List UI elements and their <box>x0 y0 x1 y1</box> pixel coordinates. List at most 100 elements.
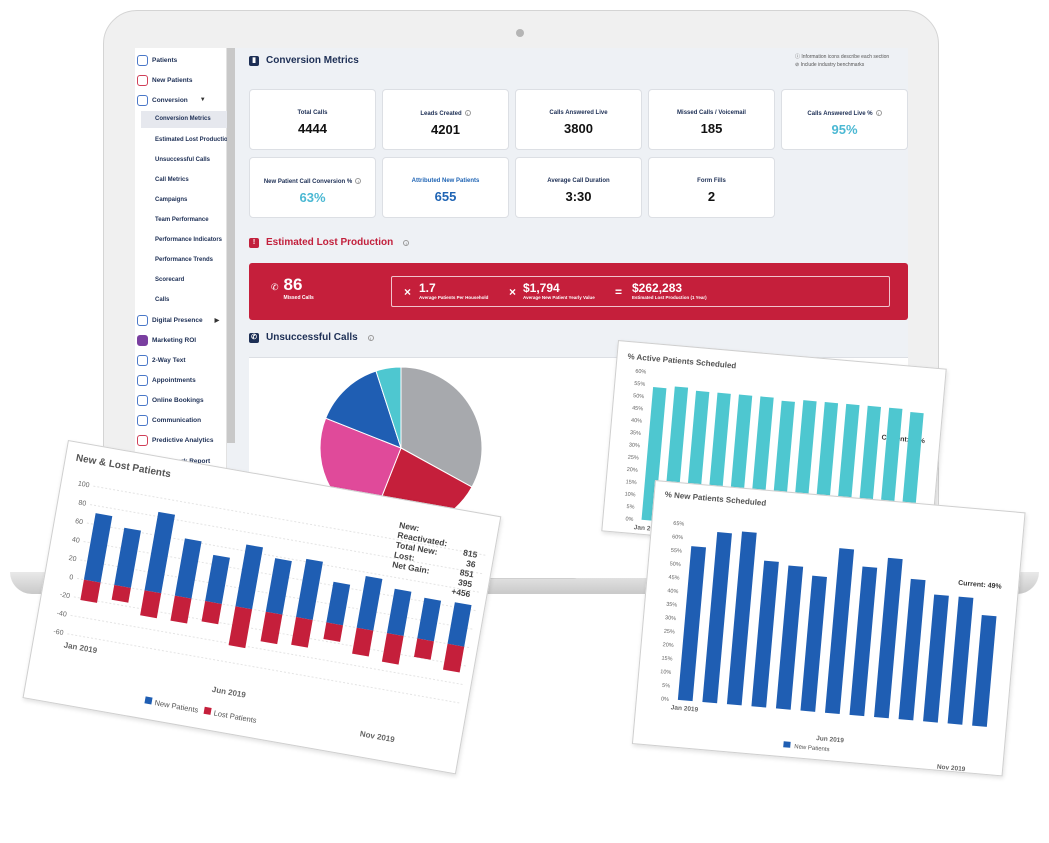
sidebar-item-online-bookings[interactable]: Online Bookings <box>137 391 227 409</box>
info-icon[interactable]: i <box>875 110 882 116</box>
total-lost-block: $262,283 Estimated Lost Production (1 Ye… <box>632 281 707 300</box>
bar-0-7 <box>296 558 323 620</box>
subnav-campaigns[interactable]: Campaigns <box>155 197 188 203</box>
subnav-estimated-lost-production[interactable]: Estimated Lost Production <box>155 137 232 143</box>
bar-0-12 <box>447 602 472 647</box>
sidebar-item-predictive-analytics[interactable]: Predictive Analytics <box>137 431 227 449</box>
sidebar-item-digital-presence[interactable]: Digital Presence ▶ <box>137 311 227 329</box>
bar-0-7 <box>849 566 878 717</box>
section-title: Unsuccessful Calls <box>266 332 358 343</box>
megaphone-icon <box>137 414 148 426</box>
bar-0-4 <box>205 554 230 604</box>
bar-0-0 <box>641 387 667 521</box>
bar-1-0 <box>80 579 101 603</box>
metric-label: Average Call Duration <box>547 178 610 184</box>
bar-0-5 <box>800 575 827 712</box>
subnav-calls[interactable]: Calls <box>155 297 170 303</box>
info-icon[interactable]: i <box>464 110 471 116</box>
sidebar-item-appointments[interactable]: Appointments <box>137 371 227 389</box>
new-patients-scheduled-chart-card: % New Patients Scheduled Current: 49% 65… <box>631 480 1026 777</box>
metric-card-average-call-duration[interactable]: Average Call Duration 3:30 <box>515 157 642 218</box>
subnav-performance-indicators[interactable]: Performance Indicators <box>155 237 223 243</box>
sidebar-item-marketing-roi[interactable]: Marketing ROI <box>137 331 227 349</box>
y-tick-label: 55% <box>634 381 646 388</box>
bar-0-10 <box>386 588 412 637</box>
sidebar-scrollbar[interactable] <box>227 48 235 443</box>
note-benchmark: ⊘ Include industry benchmarks <box>795 62 865 68</box>
metric-value: 3800 <box>564 121 593 136</box>
info-icon[interactable]: i <box>403 239 410 246</box>
metric-value: 2 <box>707 189 716 204</box>
cursor-icon <box>137 314 148 326</box>
bar-0-8 <box>326 581 351 626</box>
camera-dot <box>516 29 524 37</box>
missed-calls-label: Missed Calls <box>283 295 314 301</box>
bar-0-11 <box>947 596 974 725</box>
bar-0-12 <box>972 614 997 727</box>
metric-card-missed-calls[interactable]: Missed Calls / Voicemail 185 <box>648 89 775 150</box>
metric-label: Calls Answered Live <box>549 110 608 116</box>
phone-icon: ▮ <box>249 55 259 66</box>
subnav-scorecard[interactable]: Scorecard <box>155 277 185 283</box>
metric-card-calls-answered-live-pct[interactable]: Calls Answered Live % i 95% <box>781 89 908 150</box>
y-tick-label: 50% <box>669 561 681 568</box>
metric-card-form-fills[interactable]: Form Fills 2 <box>648 157 775 218</box>
y-tick-label: -60 <box>53 628 64 637</box>
y-tick-label: 35% <box>630 430 642 437</box>
bar-0-10 <box>923 594 949 723</box>
subnav-performance-trends[interactable]: Performance Trends <box>155 257 214 263</box>
y-tick-label: 20% <box>626 467 638 474</box>
summary-label: Net Gain: <box>391 559 430 575</box>
sidebar-item-communication[interactable]: Communication <box>137 411 227 429</box>
sidebar-item-conversion[interactable]: Conversion ▼ <box>137 91 227 109</box>
metric-card-total-calls[interactable]: Total Calls 4444 <box>249 89 376 150</box>
bar-1-3 <box>170 595 192 624</box>
subnav-call-metrics[interactable]: Call Metrics <box>155 177 189 183</box>
metric-value: 185 <box>700 121 723 136</box>
legend-label-new-patients: New Patients <box>794 744 830 753</box>
bar-1-7 <box>291 617 313 648</box>
x-tick-label: Jan 2019 <box>63 640 98 655</box>
y-tick-label: 60% <box>672 534 684 541</box>
metric-card-new-patient-conversion[interactable]: New Patient Call Conversion % i 63% <box>249 157 376 218</box>
summary-label: Lost: <box>393 549 415 562</box>
calendar-check-icon <box>137 394 148 406</box>
unsuccessful-calls-header: ✆ Unsuccessful Calls i <box>249 332 374 343</box>
bar-1-12 <box>442 643 465 673</box>
bar-0-1 <box>114 527 141 588</box>
multiply-sign: × <box>509 285 517 299</box>
metric-label: New Patient Call Conversion % i <box>250 178 375 185</box>
estimated-lost-production-header: ! Estimated Lost Production i <box>249 237 410 248</box>
sidebar-item-patients[interactable]: Patients <box>137 51 227 69</box>
subnav-team-performance[interactable]: Team Performance <box>155 217 209 223</box>
gridline <box>93 485 488 557</box>
metric-value: 3:30 <box>565 189 592 204</box>
section-title: Conversion Metrics <box>266 55 359 66</box>
y-tick-label: 60 <box>75 518 84 526</box>
metric-label: Missed Calls / Voicemail <box>677 110 746 116</box>
y-tick-label: 40 <box>71 537 80 545</box>
sidebar-item-2-way-text[interactable]: 2-Way Text <box>137 351 227 369</box>
metric-card-calls-answered-live[interactable]: Calls Answered Live 3800 <box>515 89 642 150</box>
subnav-unsuccessful-calls[interactable]: Unsuccessful Calls <box>155 157 211 163</box>
x-tick-label: Nov 2019 <box>937 764 966 773</box>
info-icon[interactable]: i <box>367 334 374 341</box>
y-tick-label: 0% <box>625 516 634 523</box>
summary-value: 395 <box>457 577 473 589</box>
lost-production-formula: × 1.7 Average Patients Per Household × $… <box>391 276 890 307</box>
bar-0-8 <box>874 557 903 719</box>
subnav-conversion-metrics[interactable]: Conversion Metrics <box>141 111 227 128</box>
bar-1-4 <box>201 601 222 625</box>
chat-icon <box>137 354 148 366</box>
y-tick-label: 15% <box>625 479 637 486</box>
conversion-metrics-header: ▮ Conversion Metrics <box>249 55 359 66</box>
y-tick-label: 25% <box>664 629 676 636</box>
metric-card-leads-created[interactable]: Leads Created i 4201 <box>382 89 509 150</box>
info-icon[interactable]: i <box>355 178 362 184</box>
equals-sign: = <box>615 285 623 299</box>
metric-label: Leads Created i <box>383 110 508 117</box>
metric-value: 4444 <box>298 121 327 136</box>
smiley-icon <box>137 54 148 66</box>
sidebar-item-new-patients[interactable]: New Patients <box>137 71 227 89</box>
metric-card-attributed-new-patients[interactable]: Attributed New Patients 655 <box>382 157 509 218</box>
